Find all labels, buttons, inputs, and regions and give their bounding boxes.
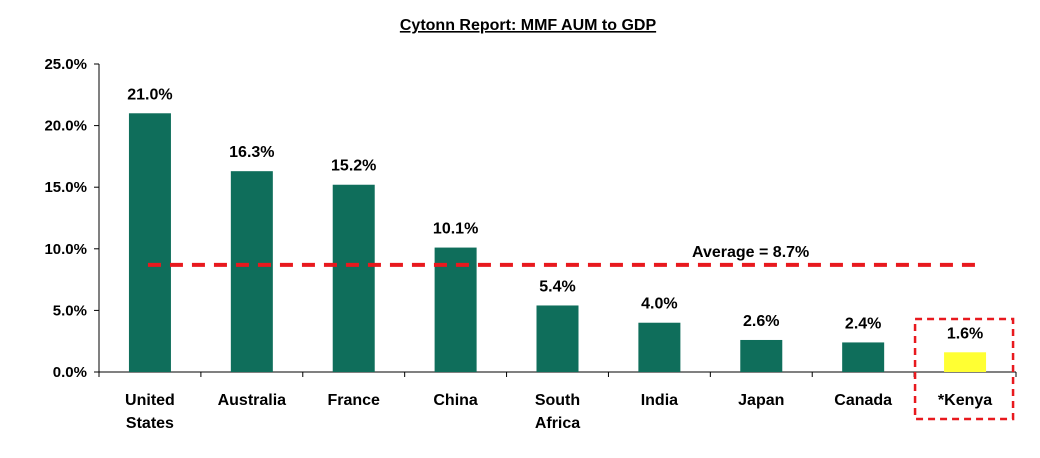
y-tick-label: 20.0% [44,118,87,135]
x-tick-label: Japan [738,392,784,409]
data-label: 15.2% [331,158,376,175]
average-line-label: Average = 8.7% [692,244,809,261]
data-label: 16.3% [229,144,274,161]
x-tick-label: India [641,392,678,409]
bar [128,113,171,372]
x-tick-label: *Kenya [938,392,992,409]
data-label: 1.6% [947,325,983,342]
y-tick-label: 10.0% [44,241,87,258]
bar [842,342,885,372]
bar [638,322,681,372]
data-label: 21.0% [127,86,172,103]
bar [434,247,477,372]
data-label: 4.0% [641,296,677,313]
x-tick-label: United States [125,392,175,432]
chart-title: Cytonn Report: MMF AUM to GDP [400,17,657,34]
bar [332,184,375,372]
y-tick-label: 25.0% [44,56,87,73]
data-label: 2.4% [845,315,881,332]
x-tick-label: France [327,392,380,409]
bar [230,171,273,372]
data-label: 2.6% [743,313,779,330]
y-axis: 0.0% 5.0% 10.0% 15.0% 20.0% 25.0% [44,56,100,381]
y-tick-label: 0.0% [53,364,87,381]
x-tick-label: China [433,392,478,409]
bar [536,305,579,372]
x-tick-label: Canada [834,392,892,409]
x-tick-label: South Africa [535,392,580,432]
data-labels: 21.0% 16.3% 15.2% 10.1% 5.4% 4.0% 2.6% 2.4% 1.6% [127,86,983,342]
highlight-group [913,317,1015,421]
average-line-group: Average = 8.7% [147,244,976,267]
x-axis: United States Australia France China South Afr… [98,371,1017,432]
bar [740,339,783,372]
y-tick-label: 5.0% [53,302,87,319]
bars [128,113,987,372]
data-label: 10.1% [433,221,478,238]
highlight-box [913,317,1015,421]
bar [944,352,987,372]
data-label: 5.4% [539,278,575,295]
x-tick-label: Australia [218,392,287,409]
y-tick-label: 15.0% [44,179,87,196]
